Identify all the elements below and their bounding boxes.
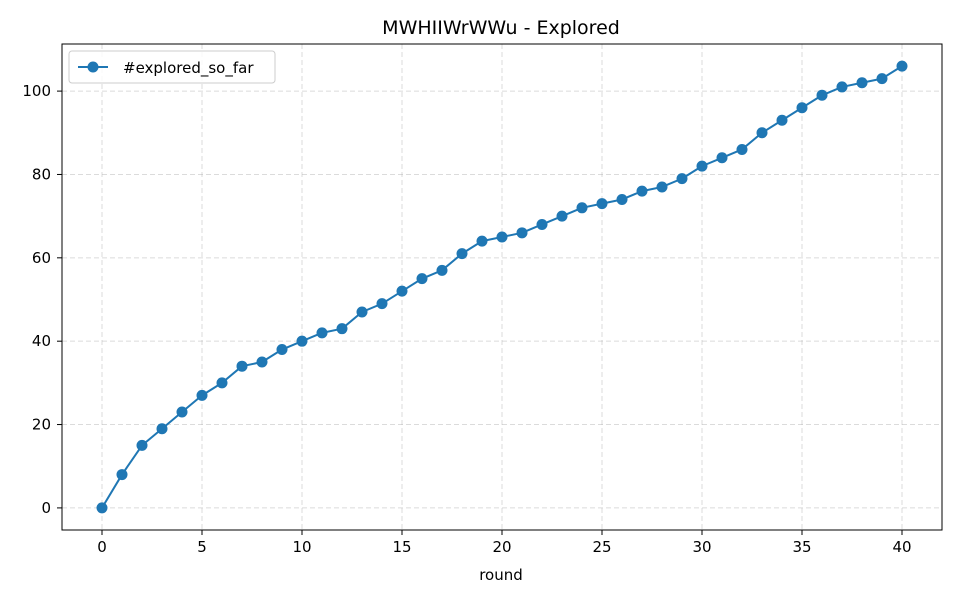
y-tick-label: 80 [32, 165, 51, 183]
data-point [816, 89, 828, 101]
x-tick-label: 10 [292, 538, 311, 556]
x-axis-label: round [479, 566, 523, 584]
data-point [256, 356, 268, 368]
data-point [696, 160, 708, 172]
data-point [596, 198, 608, 210]
data-point [216, 377, 228, 389]
data-point [456, 248, 468, 260]
data-point [176, 406, 188, 418]
x-tick-label: 35 [792, 538, 811, 556]
data-point [576, 202, 588, 214]
y-axis: 0 20 40 60 80 100 [22, 82, 62, 517]
y-tick-label: 60 [32, 249, 51, 267]
legend: #explored_so_far [68, 50, 276, 84]
data-point [296, 335, 308, 347]
data-point [116, 469, 128, 481]
data-point [656, 181, 668, 193]
data-point [416, 273, 428, 285]
data-point [96, 502, 108, 514]
data-point [196, 389, 208, 401]
data-point [436, 264, 448, 276]
data-point [356, 306, 368, 318]
x-tick-label: 30 [692, 538, 711, 556]
y-tick-label: 40 [32, 332, 51, 350]
data-point [136, 439, 148, 451]
data-point [556, 210, 568, 222]
data-point [896, 60, 908, 72]
data-point [836, 81, 848, 93]
x-tick-label: 5 [197, 538, 207, 556]
y-tick-label: 100 [22, 82, 51, 100]
data-point [496, 231, 508, 243]
x-tick-label: 25 [592, 538, 611, 556]
legend-box [68, 50, 276, 84]
x-tick-label: 0 [97, 538, 107, 556]
data-point [376, 298, 388, 310]
x-tick-label: 40 [892, 538, 911, 556]
y-tick-label: 20 [32, 416, 51, 434]
data-point [616, 193, 628, 205]
data-point [636, 185, 648, 197]
legend-marker [87, 61, 99, 73]
x-tick-label: 20 [492, 538, 511, 556]
data-point [276, 344, 288, 356]
data-point [756, 127, 768, 139]
data-point [476, 235, 488, 247]
data-point [536, 218, 548, 230]
data-point [776, 114, 788, 126]
chart-title: MWHIIWrWWu - Explored [382, 17, 620, 39]
data-point [236, 360, 248, 372]
data-point [716, 152, 728, 164]
data-point [736, 143, 748, 155]
data-point [856, 77, 868, 89]
legend-label: #explored_so_far [123, 59, 254, 78]
data-point [316, 327, 328, 339]
data-point [676, 173, 688, 185]
data-point [516, 227, 528, 239]
series-layer [96, 60, 908, 514]
data-point [336, 323, 348, 335]
y-tick-label: 0 [41, 499, 51, 517]
grid [62, 44, 942, 530]
data-point [396, 285, 408, 297]
data-point [876, 73, 888, 85]
x-tick-label: 15 [392, 538, 411, 556]
x-axis: 0 5 10 15 20 25 30 35 40 [97, 530, 912, 556]
data-point [796, 102, 808, 114]
data-point [156, 423, 168, 435]
